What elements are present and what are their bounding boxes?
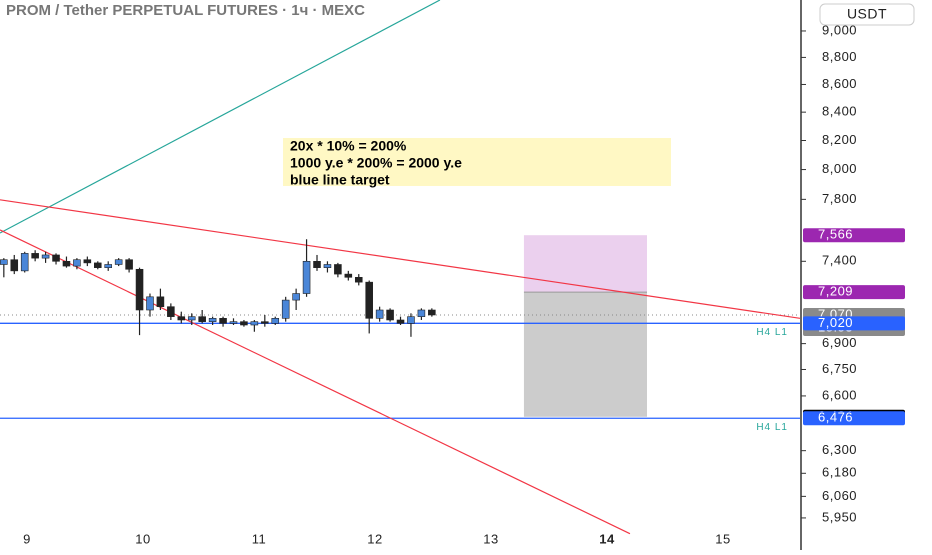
candle-body [73, 259, 81, 267]
candle-body [313, 260, 321, 268]
price-axis: 9,000 8,800 8,600 8,400 8,200 8,000 7,800 7,400… [801, 22, 905, 524]
position-loss [523, 292, 648, 417]
x-tick-label: 15 [715, 531, 730, 546]
y-tick-label: 8,600 [822, 76, 857, 91]
candle-body [31, 253, 39, 259]
candle-body [187, 316, 196, 321]
candle-body [104, 264, 113, 268]
candle-body [323, 264, 332, 268]
candle-body [386, 309, 394, 321]
price-badge [803, 316, 905, 331]
x-tick-label: 12 [367, 531, 382, 546]
annotation-line: 1000 y.e * 200% = 2000 y.e [290, 155, 462, 171]
x-tick-label: 9 [23, 531, 31, 546]
y-tick-label: 6,300 [822, 442, 857, 457]
candle-body [114, 259, 123, 265]
price-badge [803, 411, 905, 426]
candle-body [344, 273, 353, 278]
candle-body [334, 264, 342, 275]
candle-body [365, 281, 373, 319]
y-tick-label: 6,600 [822, 387, 857, 402]
candle-body [62, 260, 71, 267]
y-tick-label: 8,000 [822, 161, 857, 176]
candle-body [281, 299, 290, 319]
candle-body [10, 259, 19, 272]
candle-body [417, 309, 426, 317]
price-badge-label: 7,209 [818, 284, 853, 299]
candle-body [229, 321, 238, 324]
x-tick-label: 13 [483, 531, 498, 546]
price-badge-label: 7,020 [818, 315, 853, 330]
price-badge-label: 7,566 [818, 227, 853, 242]
y-tick-label: 7,800 [822, 191, 857, 206]
candle-body [261, 321, 269, 324]
candle-body [428, 309, 436, 316]
candle-body [271, 318, 280, 324]
y-tick-label: 8,800 [822, 49, 857, 64]
x-tick-label: 14 [599, 531, 615, 546]
candle-body [0, 259, 8, 265]
price-badge [803, 285, 905, 300]
candle-body [146, 296, 154, 311]
candle-body [20, 253, 29, 272]
horizontal-line-label: H4 L1 [756, 327, 788, 338]
y-tick-label: 6,750 [822, 361, 857, 376]
y-tick-label: 6,180 [822, 465, 857, 480]
candle-body [302, 260, 311, 294]
y-tick-label: 8,400 [822, 104, 857, 119]
annotation-line: blue line target [290, 172, 390, 188]
y-tick-label: 7,400 [822, 253, 857, 268]
candle-body [177, 316, 186, 321]
candle-body [407, 316, 415, 324]
candle-body [375, 309, 384, 319]
price-badge [803, 228, 905, 243]
candle-body [240, 321, 248, 326]
candle-body [125, 259, 133, 270]
annotation-box [283, 138, 671, 186]
y-tick-label: 8,200 [822, 132, 857, 147]
unit-button[interactable] [819, 3, 915, 26]
chart-title: PROM / Tether PERPETUAL FUTURES · 1ч · M… [6, 2, 365, 19]
position-profit [523, 235, 648, 293]
x-tick-label: 11 [252, 531, 267, 546]
y-tick-label: 9,000 [822, 22, 857, 37]
y-tick-label: 6,060 [822, 488, 857, 503]
candle-body [83, 259, 92, 264]
y-tick-label: 5,950 [822, 509, 857, 524]
plot-area: H4 L1 H4 L1 [0, 0, 800, 535]
candle-body [94, 262, 102, 268]
trend-line [0, 229, 631, 535]
candle-body [354, 277, 363, 283]
candle-body [198, 316, 206, 322]
candle-body [156, 296, 165, 307]
candle-body [208, 318, 217, 322]
trend-line [0, 199, 800, 319]
unit-label: USDT [847, 6, 887, 22]
candle-body [292, 293, 300, 301]
price-badge-label: 6,476 [818, 410, 853, 425]
candle-body [41, 254, 50, 259]
candle-body [219, 318, 227, 324]
annotation-line: 20x * 10% = 200% [290, 138, 407, 154]
candle-body [52, 254, 60, 262]
trend-line [0, 0, 441, 234]
y-tick-label: 6,900 [822, 335, 857, 350]
annotation: 20x * 10% = 200%1000 y.e * 200% = 2000 y… [283, 138, 671, 188]
candle-body [396, 319, 405, 324]
candle-body [167, 306, 175, 317]
x-tick-label: 10 [135, 531, 150, 546]
candle-body [250, 321, 259, 326]
candle-body [135, 268, 144, 311]
horizontal-line-label: H4 L1 [756, 422, 788, 433]
